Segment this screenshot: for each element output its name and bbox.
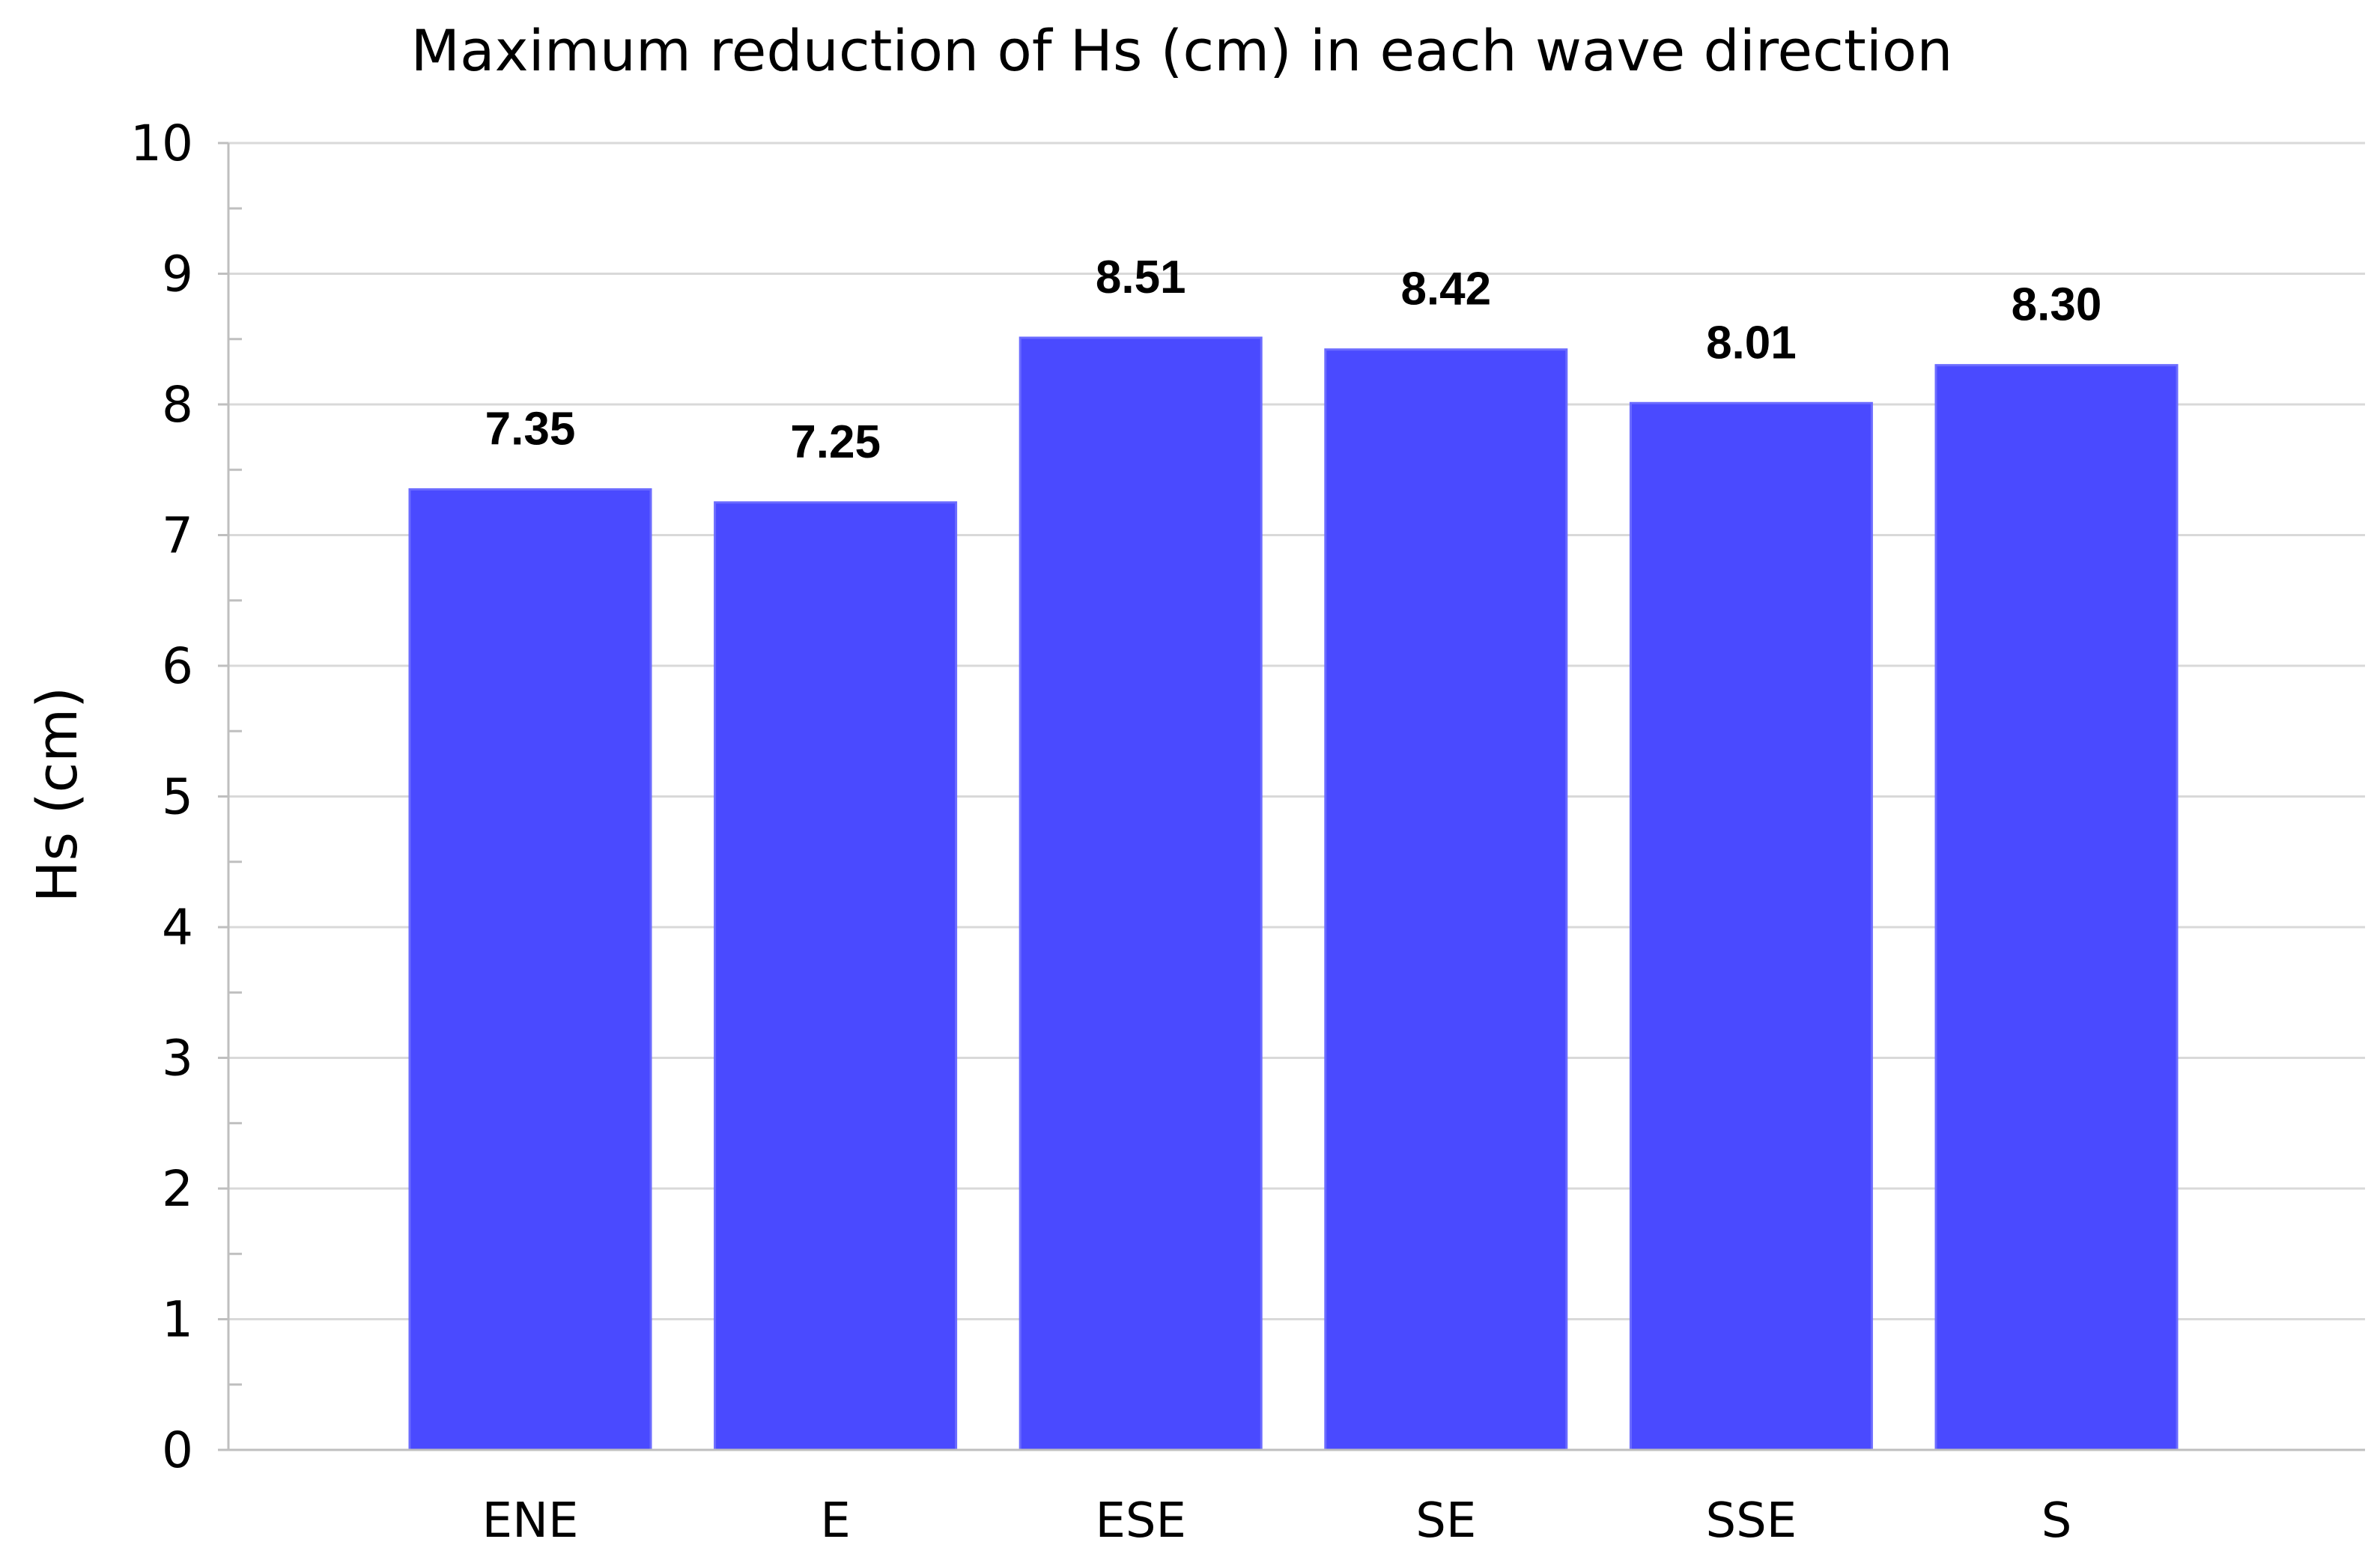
bar-se xyxy=(1324,348,1568,1451)
chart-title: Maximum reduction of Hs (cm) in each wav… xyxy=(410,17,1952,84)
y-tick-label: 10 xyxy=(130,115,193,172)
y-tick-label: 6 xyxy=(162,637,193,695)
data-label-e: 7.25 xyxy=(790,416,881,468)
data-label-se: 8.42 xyxy=(1400,264,1491,315)
bar-ene xyxy=(408,488,652,1451)
data-label-s: 8.30 xyxy=(2012,279,2102,331)
y-tick-label: 4 xyxy=(162,899,193,956)
y-tick-label: 3 xyxy=(162,1030,193,1087)
data-label-ene: 7.35 xyxy=(485,403,576,455)
bar-s xyxy=(1934,364,2179,1451)
y-tick-label: 9 xyxy=(162,246,193,303)
x-tick-label-s: S xyxy=(2041,1493,2072,1548)
x-tick-label-ese: ESE xyxy=(1095,1493,1186,1548)
bars xyxy=(408,336,2179,1451)
y-tick-label: 7 xyxy=(162,507,193,565)
data-label-sse: 8.01 xyxy=(1706,317,1797,368)
bar-e xyxy=(714,501,958,1451)
x-tick-label-sse: SSE xyxy=(1706,1493,1797,1548)
y-tick-label: 0 xyxy=(162,1421,193,1479)
y-axis-label: Hs (cm) xyxy=(25,687,90,902)
bar-ese xyxy=(1019,336,1263,1451)
axes xyxy=(218,142,2365,1451)
x-tick-label-e: E xyxy=(820,1493,850,1548)
y-tick-label: 1 xyxy=(162,1291,193,1349)
bar-sse xyxy=(1629,401,1873,1451)
y-tick-label: 2 xyxy=(162,1160,193,1218)
labels: 0 1 2 3 4 5 6 7 8 9 10 7.35 ENE 7.25 E 8.51 ESE 8.42 SE 8.0… xyxy=(130,115,2101,1548)
x-tick-label-ene: ENE xyxy=(482,1493,579,1548)
data-label-ese: 8.51 xyxy=(1096,252,1186,303)
y-tick-label: 5 xyxy=(162,768,193,826)
x-tick-label-se: SE xyxy=(1415,1493,1476,1548)
y-tick-label: 8 xyxy=(162,376,193,434)
